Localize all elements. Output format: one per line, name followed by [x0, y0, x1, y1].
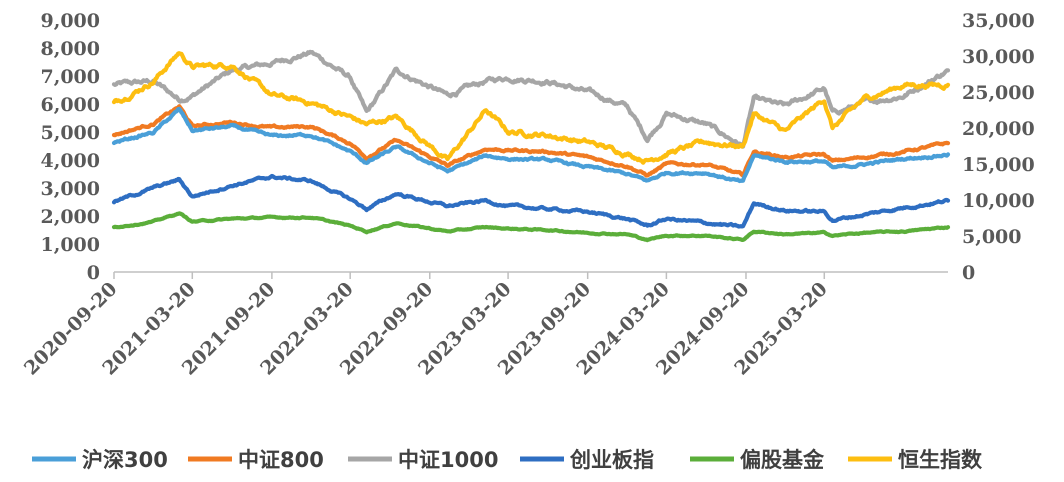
right-y-axis-ticks: 0 5,000 10,000 15,000 20,000 25,000 30,000 35,0… — [962, 10, 1035, 284]
legend: 沪深300 中证800 中证1000 创业板指 偏股基金 恒生指数 — [32, 448, 983, 472]
left-y-axis-ticks: 0 1,000 2,000 3,000 4,000 5,000 6,000 7,000 8,00… — [41, 10, 101, 284]
series-line-0 — [111, 106, 951, 184]
left-y-tick-label: 7,000 — [41, 66, 101, 88]
series-line-1 — [111, 104, 951, 178]
left-y-tick-label: 1,000 — [41, 234, 101, 256]
right-y-tick-label: 0 — [962, 262, 975, 284]
legend-label: 中证800 — [238, 448, 324, 472]
series-line-2 — [111, 49, 951, 149]
legend-label: 偏股基金 — [740, 448, 825, 472]
legend-label: 沪深300 — [82, 448, 168, 472]
right-y-tick-label: 10,000 — [962, 190, 1035, 212]
left-y-tick-label: 0 — [87, 262, 100, 284]
left-y-tick-label: 4,000 — [41, 150, 101, 172]
right-y-tick-label: 5,000 — [962, 226, 1022, 248]
right-y-tick-label: 20,000 — [962, 118, 1035, 140]
series-line-4 — [111, 211, 951, 243]
series-line-3 — [111, 173, 951, 229]
left-y-tick-label: 9,000 — [41, 10, 101, 32]
left-y-tick-label: 5,000 — [41, 122, 101, 144]
left-y-tick-label: 6,000 — [41, 94, 101, 116]
legend-label: 恒生指数 — [898, 448, 983, 472]
right-y-tick-label: 15,000 — [962, 154, 1035, 176]
left-y-tick-label: 8,000 — [41, 38, 101, 60]
left-y-tick-label: 3,000 — [41, 178, 101, 200]
right-y-tick-label: 35,000 — [962, 10, 1035, 32]
legend-label: 创业板指 — [569, 448, 654, 472]
series-line-5 — [111, 51, 951, 165]
legend-label: 中证1000 — [398, 448, 498, 472]
right-y-tick-label: 25,000 — [962, 82, 1035, 104]
left-y-tick-label: 2,000 — [41, 206, 101, 228]
x-axis-ticks: 2020-09-202021-03-202021-09-202022-03-20… — [20, 272, 832, 379]
series-lines — [111, 49, 951, 243]
right-y-tick-label: 30,000 — [962, 46, 1035, 68]
